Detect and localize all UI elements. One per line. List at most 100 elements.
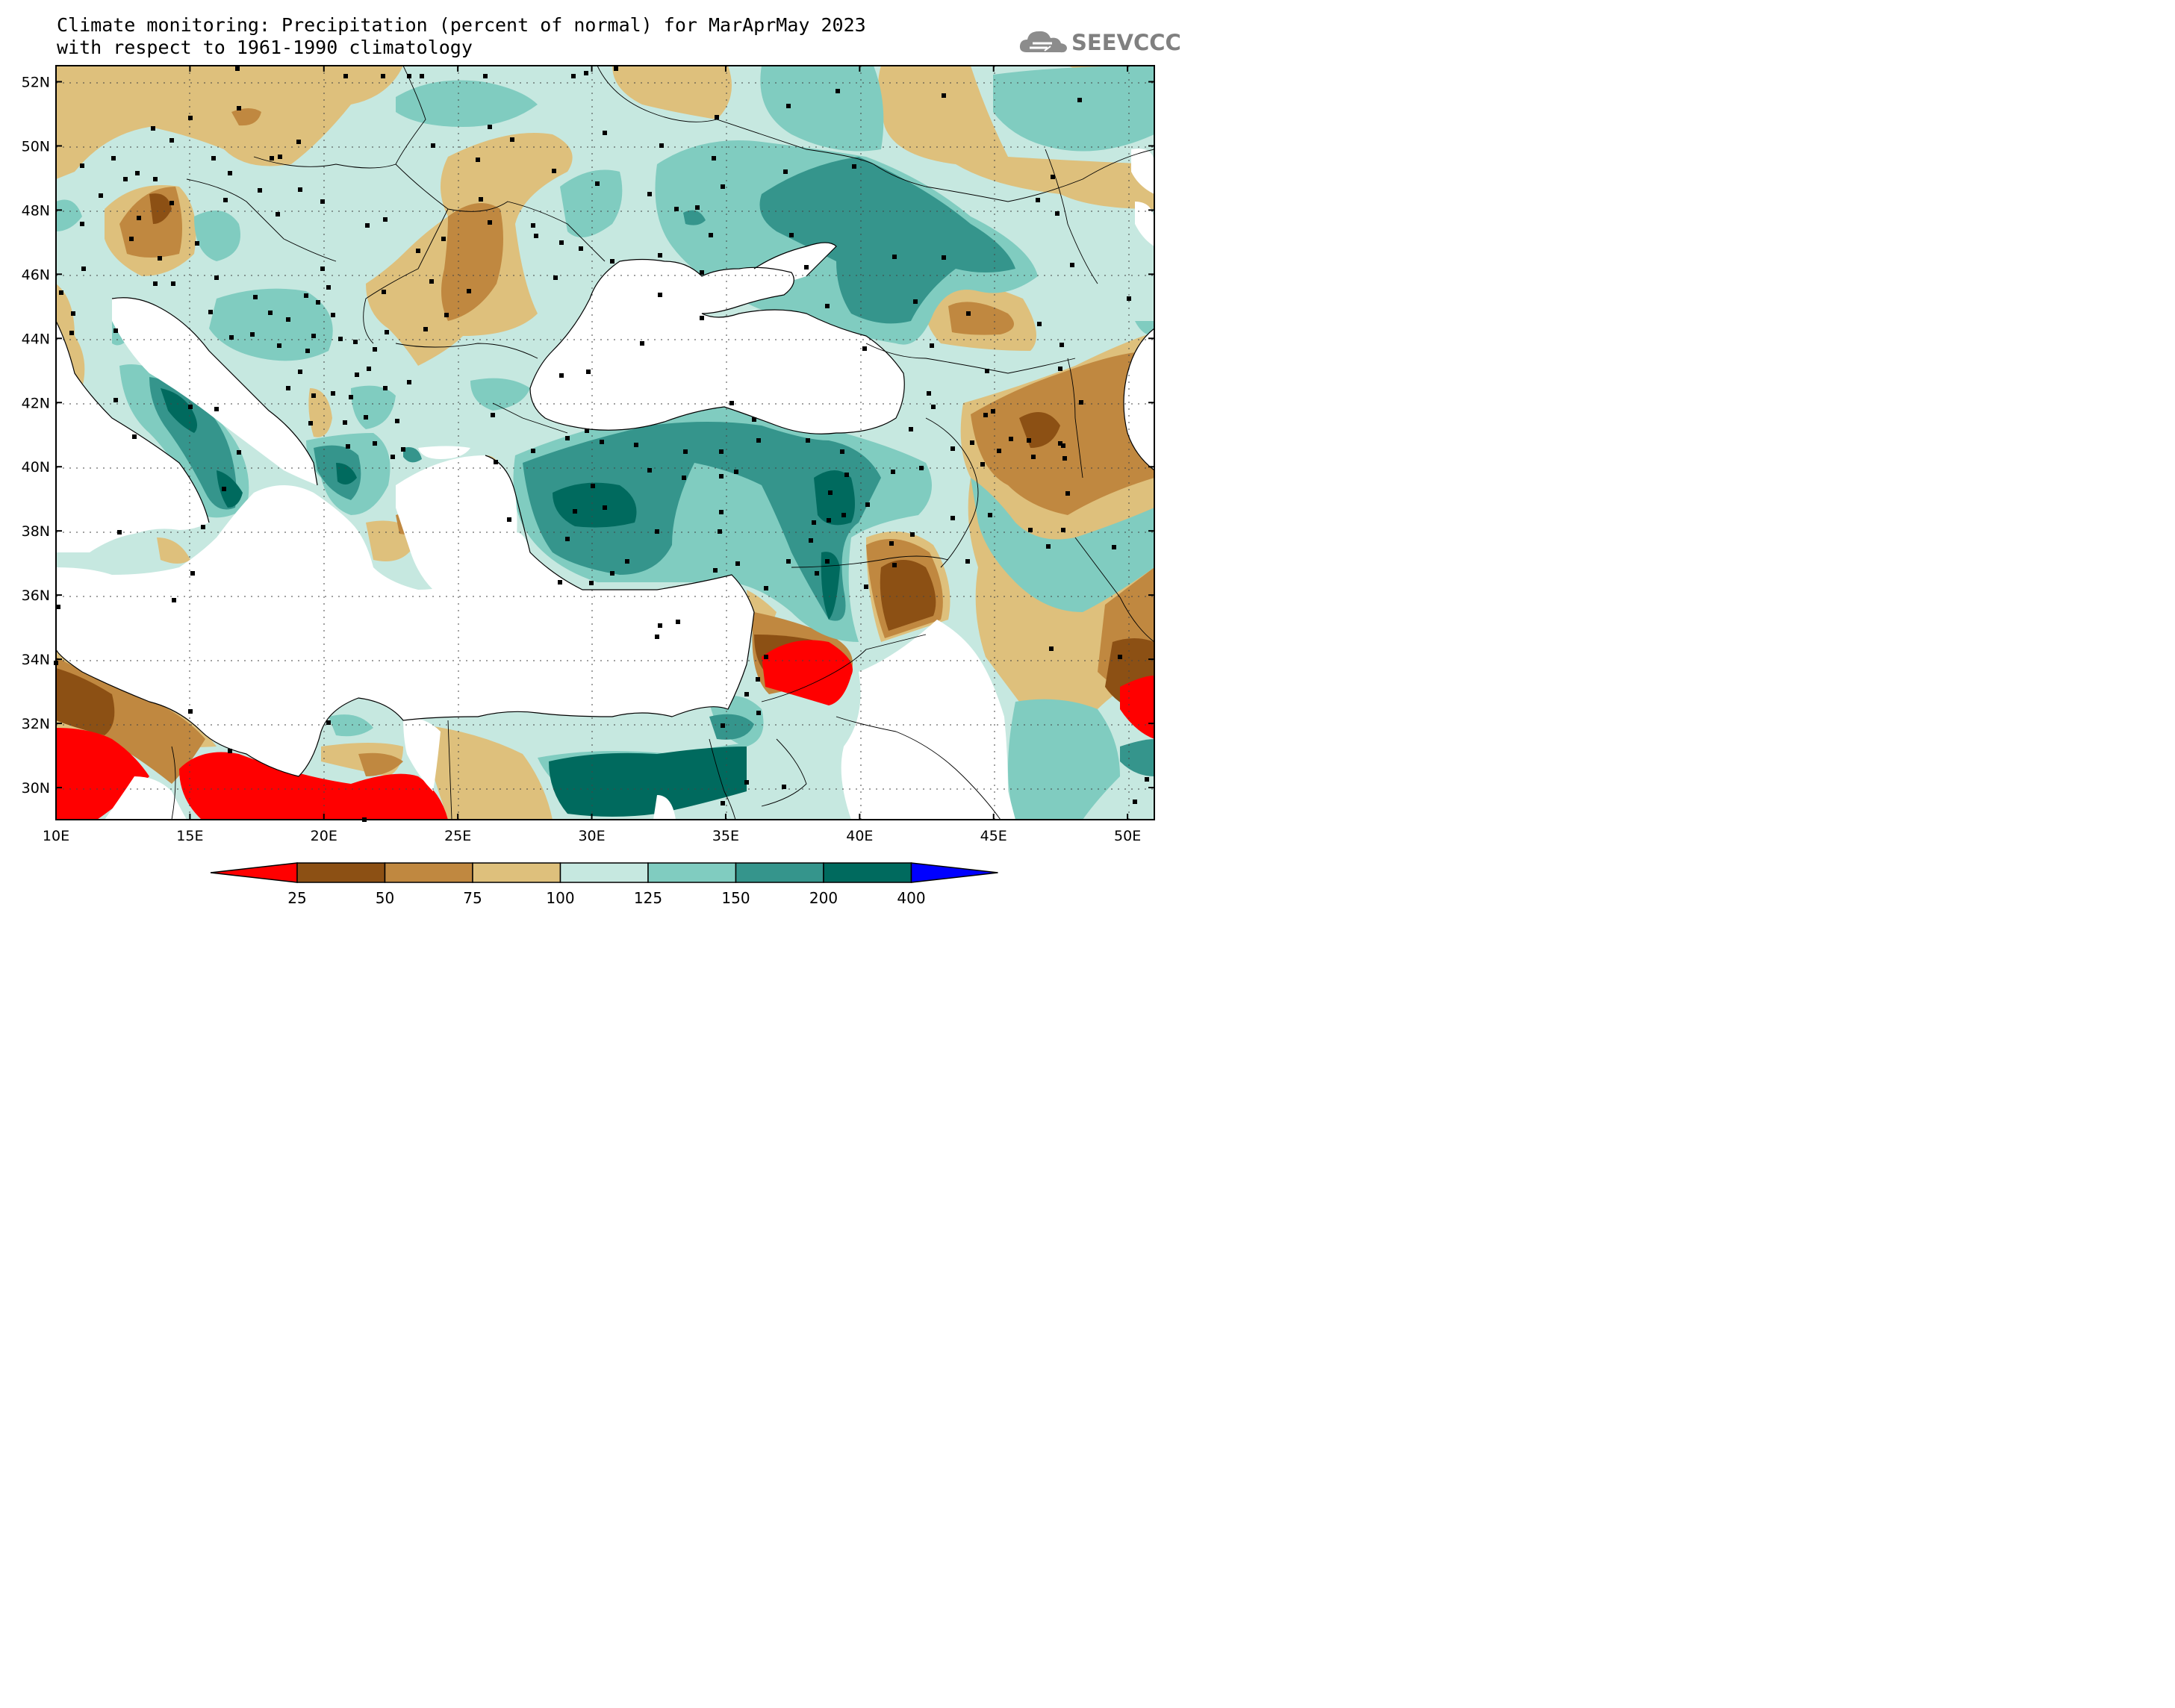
y-tick-label: 44N [22, 331, 50, 347]
station-marker [786, 104, 791, 108]
y-tick-label: 46N [22, 267, 50, 283]
station-marker [311, 334, 316, 338]
station-marker [1118, 655, 1122, 659]
station-marker [429, 279, 434, 284]
station-marker [931, 405, 936, 409]
station-marker [326, 285, 331, 290]
colorbar-segment [472, 862, 561, 883]
station-marker [676, 620, 680, 624]
station-marker [355, 373, 359, 377]
colorbar-high-arrow [910, 862, 998, 883]
station-marker [610, 571, 614, 576]
y-tick-label: 30N [22, 780, 50, 797]
station-marker [756, 438, 761, 443]
station-markers [54, 66, 1149, 822]
station-marker [809, 538, 813, 543]
station-marker [407, 380, 411, 384]
station-marker [270, 156, 274, 160]
station-marker [709, 233, 713, 237]
y-tick-label: 52N [22, 74, 50, 90]
y-tick-label: 42N [22, 395, 50, 411]
colorbar-label: 125 [634, 889, 662, 907]
colorbar-segment [296, 862, 386, 883]
x-tick-label: 20E [311, 828, 337, 844]
y-tick-label: 32N [22, 716, 50, 732]
cloud-icon [1019, 31, 1067, 53]
station-marker [188, 405, 193, 409]
station-marker [494, 460, 498, 464]
station-marker [277, 343, 281, 348]
station-marker [719, 474, 724, 479]
station-marker [235, 66, 240, 71]
x-tick-label: 10E [43, 828, 69, 844]
station-marker [117, 530, 122, 534]
station-marker [1060, 343, 1064, 347]
station-marker [1061, 528, 1065, 532]
station-marker [258, 188, 262, 193]
station-marker [1112, 545, 1116, 549]
station-marker [909, 427, 913, 431]
station-marker [600, 440, 604, 444]
station-marker [734, 470, 738, 474]
station-marker [237, 450, 241, 455]
colorbar-label: 25 [287, 889, 306, 907]
station-marker [59, 290, 63, 295]
y-tick-label: 36N [22, 587, 50, 604]
station-marker [659, 143, 664, 148]
colorbar-segment [559, 862, 649, 883]
coastlines [56, 242, 1154, 777]
station-marker [892, 255, 897, 259]
station-marker [338, 337, 343, 341]
station-marker [756, 677, 760, 682]
station-marker [211, 156, 216, 160]
station-marker [304, 293, 308, 298]
station-marker [910, 532, 915, 537]
seevccc-logo: SEEVCCC [1018, 27, 1181, 57]
station-marker [476, 158, 480, 162]
station-marker [228, 171, 232, 175]
station-marker [658, 253, 662, 258]
station-marker [719, 449, 724, 454]
station-marker [223, 198, 228, 202]
station-marker [1065, 491, 1070, 496]
station-marker [137, 216, 141, 220]
colorbar-label: 50 [376, 889, 394, 907]
station-marker [565, 537, 570, 541]
station-marker [744, 692, 749, 696]
station-marker [913, 299, 918, 304]
station-marker [531, 223, 535, 228]
station-marker [1062, 456, 1067, 461]
station-marker [889, 541, 894, 546]
station-marker [721, 801, 725, 805]
station-marker [286, 386, 290, 390]
station-marker [1127, 296, 1131, 301]
x-tick-label: 35E [712, 828, 739, 844]
station-marker [1036, 198, 1040, 202]
station-marker [970, 440, 974, 445]
y-tick-label: 38N [22, 523, 50, 540]
x-tick-label: 25E [444, 828, 471, 844]
station-marker [1027, 438, 1031, 443]
station-marker [852, 164, 856, 169]
station-marker [367, 367, 371, 371]
station-marker [534, 234, 538, 238]
station-marker [201, 525, 205, 529]
station-marker [353, 340, 358, 344]
station-marker [927, 391, 931, 396]
station-marker [603, 131, 607, 135]
station-marker [1133, 800, 1137, 804]
country-borders [171, 66, 1154, 820]
station-marker [812, 520, 816, 525]
station-marker [111, 156, 116, 160]
station-marker [129, 237, 134, 241]
station-marker [764, 655, 768, 659]
station-marker [783, 169, 788, 174]
station-marker [719, 510, 724, 514]
station-marker [331, 313, 335, 317]
station-marker [276, 212, 280, 216]
station-marker [395, 419, 399, 423]
station-marker [1049, 646, 1054, 651]
station-marker [942, 93, 946, 98]
station-marker [1037, 322, 1042, 326]
station-marker [365, 223, 370, 228]
